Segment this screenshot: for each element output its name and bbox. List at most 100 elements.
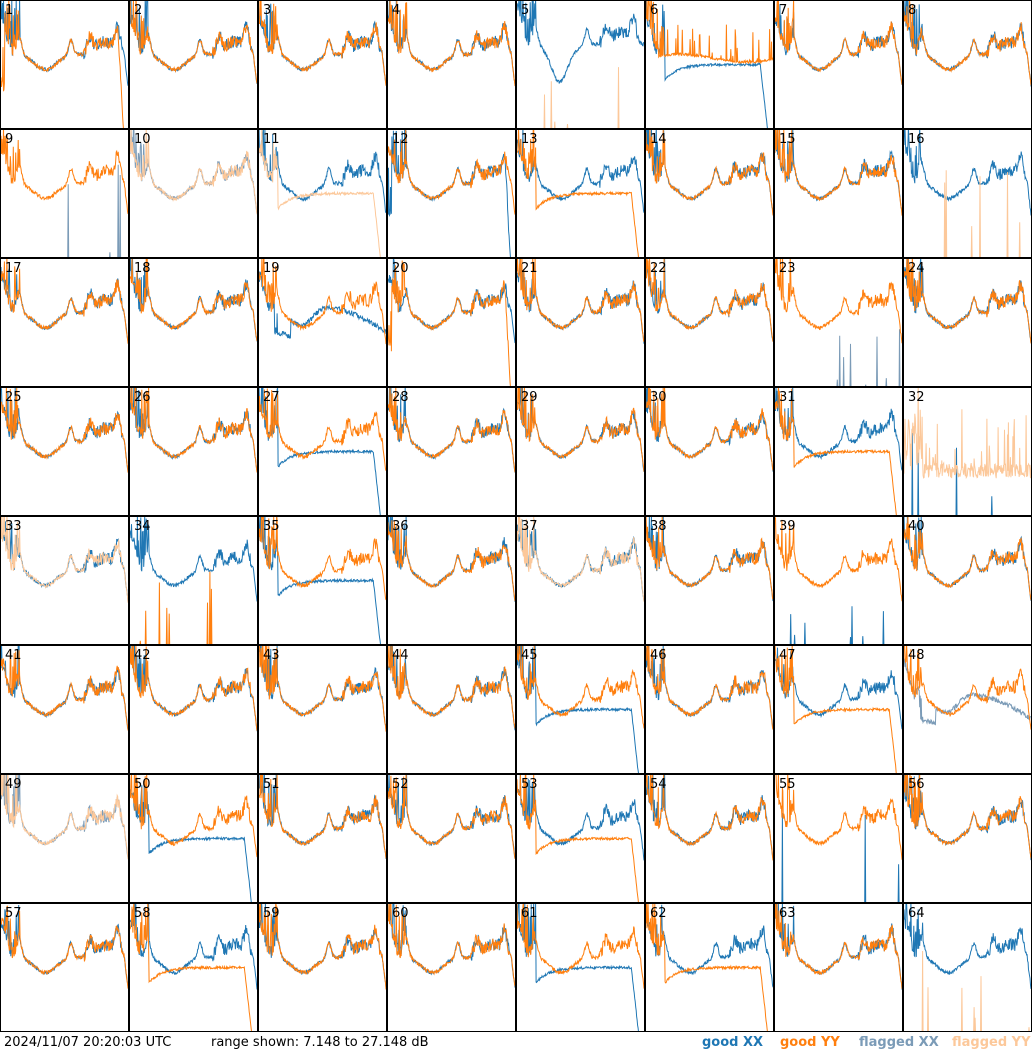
panel-label: 20 [392, 261, 409, 276]
trace-yy [904, 775, 1031, 859]
panel-label: 17 [5, 261, 22, 276]
trace-yy [259, 517, 386, 601]
panel-label: 31 [779, 390, 796, 405]
panel-label: 32 [908, 390, 925, 405]
panel-plot [259, 904, 386, 990]
trace-yy [904, 517, 1031, 601]
panel-plot [904, 130, 1031, 257]
panel-plot [517, 646, 644, 773]
panel-plot [517, 904, 644, 1031]
trace-xx [67, 164, 122, 257]
trace-yy [388, 260, 511, 386]
panel-label: 38 [650, 519, 667, 534]
panel-plot [517, 517, 644, 602]
trace-yy [388, 388, 515, 473]
trace-yy [259, 775, 386, 859]
trace-yy [1, 775, 128, 860]
timestamp: 2024/11/07 20:20:03 UTC [4, 1035, 172, 1050]
antenna-panel-28: 28 [387, 387, 516, 516]
panel-label: 64 [908, 906, 925, 921]
panel-label: 16 [908, 132, 925, 147]
trace-yy [130, 259, 257, 342]
trace-yy [388, 130, 515, 215]
antenna-panel-11: 11 [258, 129, 387, 258]
trace-yy [517, 388, 644, 472]
trace-yy [517, 646, 644, 729]
panel-label: 6 [650, 3, 659, 18]
trace-yy [130, 904, 252, 1031]
trace-yy [259, 1, 386, 86]
trace-yy [517, 775, 639, 902]
antenna-panel-41: 41 [0, 645, 129, 774]
panel-plot [388, 388, 515, 473]
antenna-panel-33: 33 [0, 516, 129, 645]
trace-yy [517, 130, 639, 257]
antenna-panel-42: 42 [129, 645, 258, 774]
panel-label: 61 [521, 906, 538, 921]
panel-plot [904, 646, 1031, 730]
panel-plot [646, 904, 773, 1031]
panel-plot [517, 1, 644, 128]
trace-yy [646, 646, 773, 730]
panel-plot [1, 517, 128, 603]
trace-yy [259, 646, 386, 732]
trace-yy [646, 259, 773, 342]
panel-plot [1, 388, 128, 473]
panel-label: 13 [521, 132, 538, 147]
panel-label: 42 [134, 648, 151, 663]
trace-yy [1, 517, 128, 603]
panel-label: 11 [263, 132, 280, 147]
antenna-panel-20: 20 [387, 258, 516, 387]
legend-good-xx: good XX [702, 1035, 764, 1050]
antenna-panel-5: 5 [516, 0, 645, 129]
antenna-panel-15: 15 [774, 129, 903, 258]
panel-label: 55 [779, 777, 796, 792]
panel-label: 1 [5, 3, 14, 18]
trace-xx [904, 904, 1031, 989]
trace-xx [259, 517, 381, 644]
trace-yy [904, 1, 1031, 86]
panel-label: 43 [263, 648, 280, 663]
trace-xx [789, 606, 885, 644]
panel-plot [388, 775, 515, 859]
trace-yy [130, 646, 257, 731]
panel-plot [259, 388, 386, 515]
panel-plot [646, 646, 773, 730]
trace-xx [517, 775, 644, 861]
panel-label: 49 [5, 777, 22, 792]
trace-yy [646, 904, 768, 1031]
panel-plot [259, 259, 386, 345]
panel-plot [904, 1, 1031, 87]
panel-label: 24 [908, 261, 925, 276]
antenna-panel-37: 37 [516, 516, 645, 645]
antenna-panel-39: 39 [774, 516, 903, 645]
panel-plot [1, 259, 128, 344]
panel-label: 4 [392, 3, 401, 18]
trace-yy [139, 571, 213, 644]
panel-plot [517, 259, 644, 344]
trace-xx [646, 904, 773, 988]
panel-plot [775, 646, 902, 773]
trace-yy [1, 259, 128, 344]
trace-xx [259, 270, 386, 340]
trace-yy [388, 775, 515, 859]
panel-label: 51 [263, 777, 280, 792]
panel-plot [388, 904, 515, 988]
antenna-panel-24: 24 [903, 258, 1032, 387]
panel-plot [130, 1, 257, 84]
antenna-panel-55: 55 [774, 774, 903, 903]
panel-label: 58 [134, 906, 151, 921]
antenna-panel-57: 57 [0, 903, 129, 1032]
antenna-panel-6: 6 [645, 0, 774, 129]
panel-plot [388, 259, 515, 386]
trace-yy [646, 130, 773, 216]
antenna-panel-12: 12 [387, 129, 516, 258]
trace-yy [646, 517, 773, 600]
antenna-panel-27: 27 [258, 387, 387, 516]
panel-label: 9 [5, 132, 14, 147]
panel-plot [775, 1, 902, 85]
trace-xx [388, 130, 511, 257]
antenna-panel-62: 62 [645, 903, 774, 1032]
panel-label: 21 [521, 261, 538, 276]
trace-xx [646, 1, 768, 128]
